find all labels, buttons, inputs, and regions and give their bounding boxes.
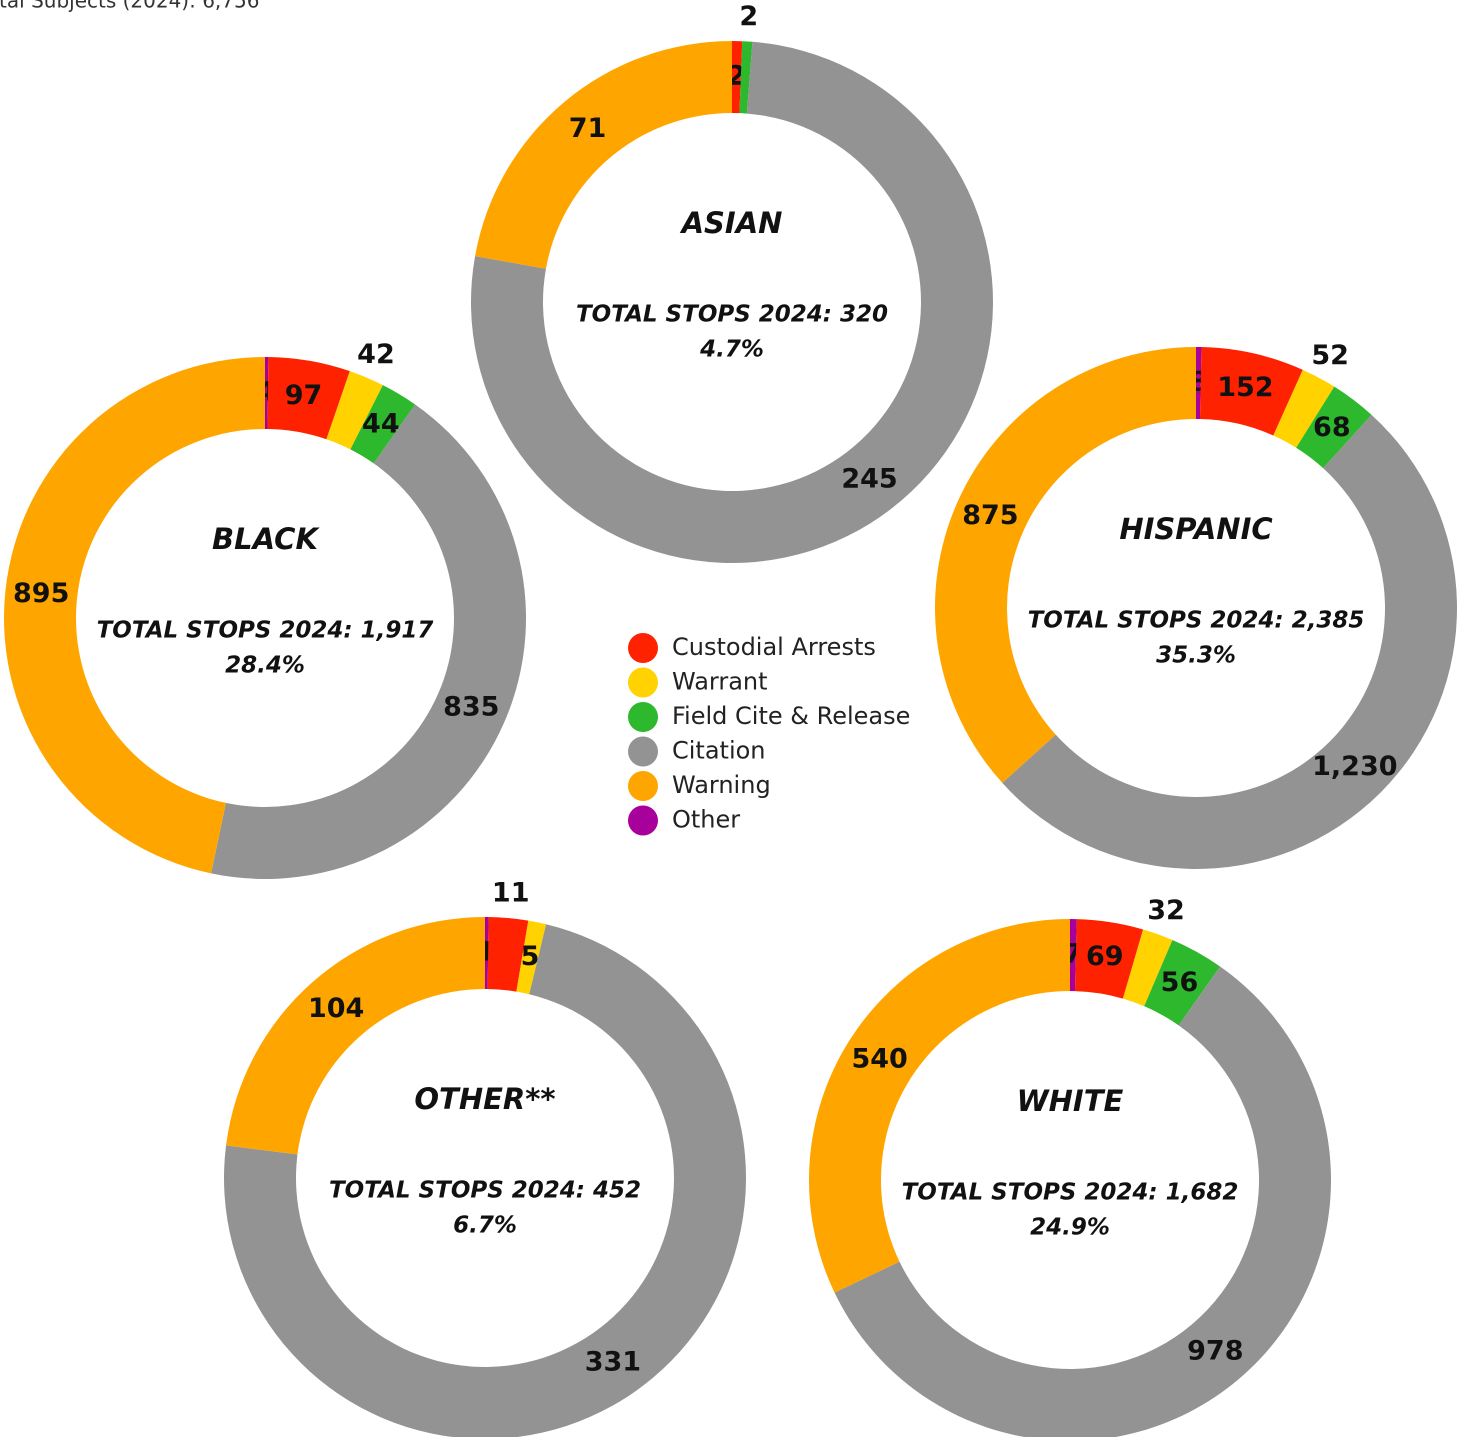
donut-segment	[226, 917, 485, 1155]
total-label: TOTAL STOPS 2024: 320	[576, 302, 888, 328]
value-label: 44	[362, 409, 400, 440]
legend-label: Other	[672, 806, 740, 834]
legend-swatch	[628, 667, 658, 698]
value-label: 895	[13, 578, 69, 609]
donut-segment	[1296, 386, 1372, 469]
total-label: TOTAL STOPS 2024: 1,917	[97, 618, 434, 644]
donut-segment	[935, 347, 1196, 783]
donut-segment	[1144, 939, 1221, 1026]
donut-segment	[732, 41, 743, 114]
value-label: 71	[569, 113, 607, 144]
share-label: 28.4%	[225, 653, 305, 679]
value-label: 11	[492, 878, 530, 909]
donut-segment	[1070, 919, 1077, 992]
chart-name: OTHER**	[414, 1082, 555, 1116]
donut-segment	[739, 41, 753, 114]
value-label: 56	[1161, 967, 1199, 998]
donut-segment	[487, 917, 529, 992]
donut-segment	[809, 919, 1070, 1293]
value-label: 5	[521, 941, 540, 972]
legend-swatch	[628, 771, 658, 801]
legend-label: Custodial Arrests	[672, 633, 876, 661]
total-label: TOTAL STOPS 2024: 2,385	[1028, 608, 1365, 634]
legend-swatch	[628, 633, 658, 663]
value-label: 2	[739, 1, 758, 32]
donut-segment	[1196, 347, 1202, 420]
legend-label: Citation	[672, 737, 766, 765]
donut-segment	[1199, 347, 1303, 436]
chart-name: BLACK	[212, 522, 320, 556]
share-label: 4.7%	[699, 337, 764, 363]
chart-title: Total Subjects (2024): 6,756	[0, 0, 259, 13]
value-label: 68	[1313, 412, 1351, 443]
value-label: 835	[443, 691, 499, 722]
value-label: 69	[1086, 941, 1124, 972]
total-label: TOTAL STOPS 2024: 1,682	[902, 1180, 1239, 1206]
donut-segment	[4, 357, 266, 874]
donut-segment	[326, 371, 383, 450]
donut-segment	[834, 966, 1331, 1437]
donut-segment	[1074, 919, 1144, 999]
legend-swatch	[628, 805, 658, 836]
value-label: 875	[962, 500, 1018, 531]
value-label: 245	[841, 464, 897, 495]
share-label: 24.9%	[1030, 1215, 1110, 1241]
donut-segment	[516, 920, 547, 995]
value-label: 978	[1187, 1335, 1243, 1366]
value-label: 42	[357, 339, 395, 370]
donut-segment	[350, 385, 416, 464]
donut-segment	[265, 357, 269, 430]
chart-name: ASIAN	[680, 206, 783, 240]
legend-label: Warning	[672, 771, 771, 799]
legend-label: Field Cite & Release	[672, 702, 910, 730]
share-label: 6.7%	[453, 1213, 517, 1239]
value-label: 104	[308, 993, 364, 1024]
donut-segment	[267, 357, 350, 440]
value-label: 1,230	[1312, 751, 1397, 782]
value-label: 540	[851, 1044, 907, 1075]
donut-segment	[475, 41, 732, 269]
legend-swatch	[628, 736, 658, 767]
donut-segment	[1002, 414, 1458, 870]
value-label: 331	[585, 1347, 641, 1378]
total-label: TOTAL STOPS 2024: 452	[329, 1178, 641, 1204]
donut-segment	[1273, 369, 1335, 448]
donut-segment	[1122, 929, 1173, 1007]
legend-label: Warrant	[672, 668, 768, 696]
donut-segment	[211, 404, 526, 879]
value-label: 52	[1311, 340, 1349, 371]
chart-name: HISPANIC	[1119, 512, 1272, 546]
donut-segment	[485, 917, 489, 990]
value-label: 32	[1147, 895, 1185, 926]
share-label: 35.3%	[1156, 643, 1236, 669]
value-label: 97	[285, 380, 323, 411]
chart-name: WHITE	[1017, 1084, 1124, 1118]
legend-swatch	[628, 702, 658, 732]
value-label: 152	[1217, 372, 1273, 403]
